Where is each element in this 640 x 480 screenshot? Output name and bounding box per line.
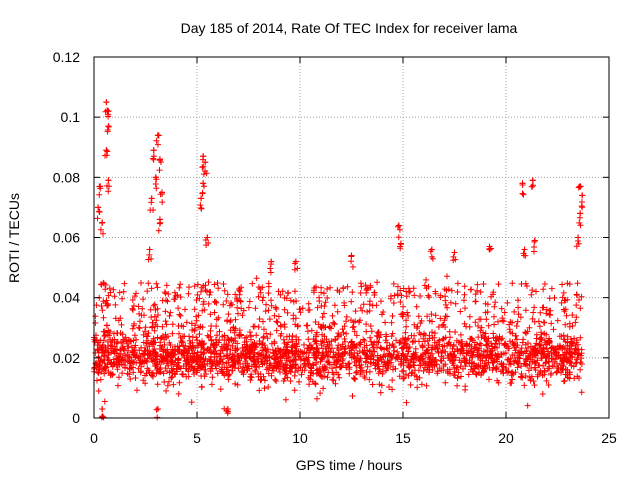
x-tick-label: 0	[90, 430, 98, 446]
y-tick-label: 0.1	[61, 109, 81, 125]
data-point	[105, 177, 112, 184]
data-point	[158, 189, 165, 196]
data-point	[268, 258, 275, 265]
data-point	[146, 246, 153, 253]
y-tick-label: 0.08	[53, 169, 80, 185]
x-tick-label: 20	[498, 430, 514, 446]
x-tick-label: 25	[601, 430, 617, 446]
data-point	[579, 192, 586, 199]
data-point	[428, 246, 435, 253]
data-point	[397, 240, 404, 247]
chart-title: Day 185 of 2014, Rate Of TEC Index for r…	[181, 20, 518, 36]
data-point	[154, 132, 161, 139]
data-point	[577, 210, 584, 217]
data-point	[204, 234, 211, 241]
data-point	[103, 99, 110, 106]
data-point	[348, 252, 355, 259]
x-tick-label: 10	[292, 430, 308, 446]
y-tick-label: 0.04	[53, 290, 80, 306]
data-point	[156, 156, 163, 163]
data-point	[531, 237, 538, 244]
data-point	[577, 183, 584, 190]
data-point	[99, 219, 106, 226]
data-point	[224, 405, 231, 412]
data-point	[200, 180, 207, 187]
y-tick-label: 0.12	[53, 49, 80, 65]
data-point	[105, 123, 112, 130]
data-point	[519, 180, 526, 187]
series-roti-markers	[91, 99, 586, 421]
data-point	[154, 405, 161, 412]
grid-lines	[94, 57, 609, 418]
x-axis-label: GPS time / hours	[296, 457, 403, 473]
y-tick-label: 0.06	[53, 230, 80, 246]
data-point	[521, 246, 528, 253]
data-point	[99, 405, 106, 412]
data-point	[200, 153, 207, 160]
data-point	[148, 195, 155, 202]
data-point	[152, 174, 159, 181]
data-point	[150, 147, 157, 154]
data-point	[486, 243, 493, 250]
x-tick-label: 15	[395, 430, 411, 446]
data-point	[575, 234, 582, 241]
y-axis-label: ROTI / TECUs	[6, 193, 22, 283]
data-point	[97, 183, 104, 190]
data-point	[451, 249, 458, 256]
axis-ticks: 0 5 10 15 20 25 0 0.02 0.04 0.06 0.08 0.1 0.12	[53, 49, 617, 446]
y-tick-label: 0	[72, 410, 80, 426]
data-point	[395, 222, 402, 229]
data-point	[156, 216, 163, 223]
data-point	[105, 108, 112, 115]
data-point	[529, 177, 536, 184]
data-points	[91, 99, 586, 421]
data-point	[292, 258, 299, 265]
data-point	[202, 159, 209, 166]
x-tick-label: 5	[193, 430, 201, 446]
data-point	[103, 147, 110, 154]
y-tick-label: 0.02	[53, 350, 80, 366]
data-point	[95, 204, 102, 211]
data-point	[198, 195, 205, 202]
